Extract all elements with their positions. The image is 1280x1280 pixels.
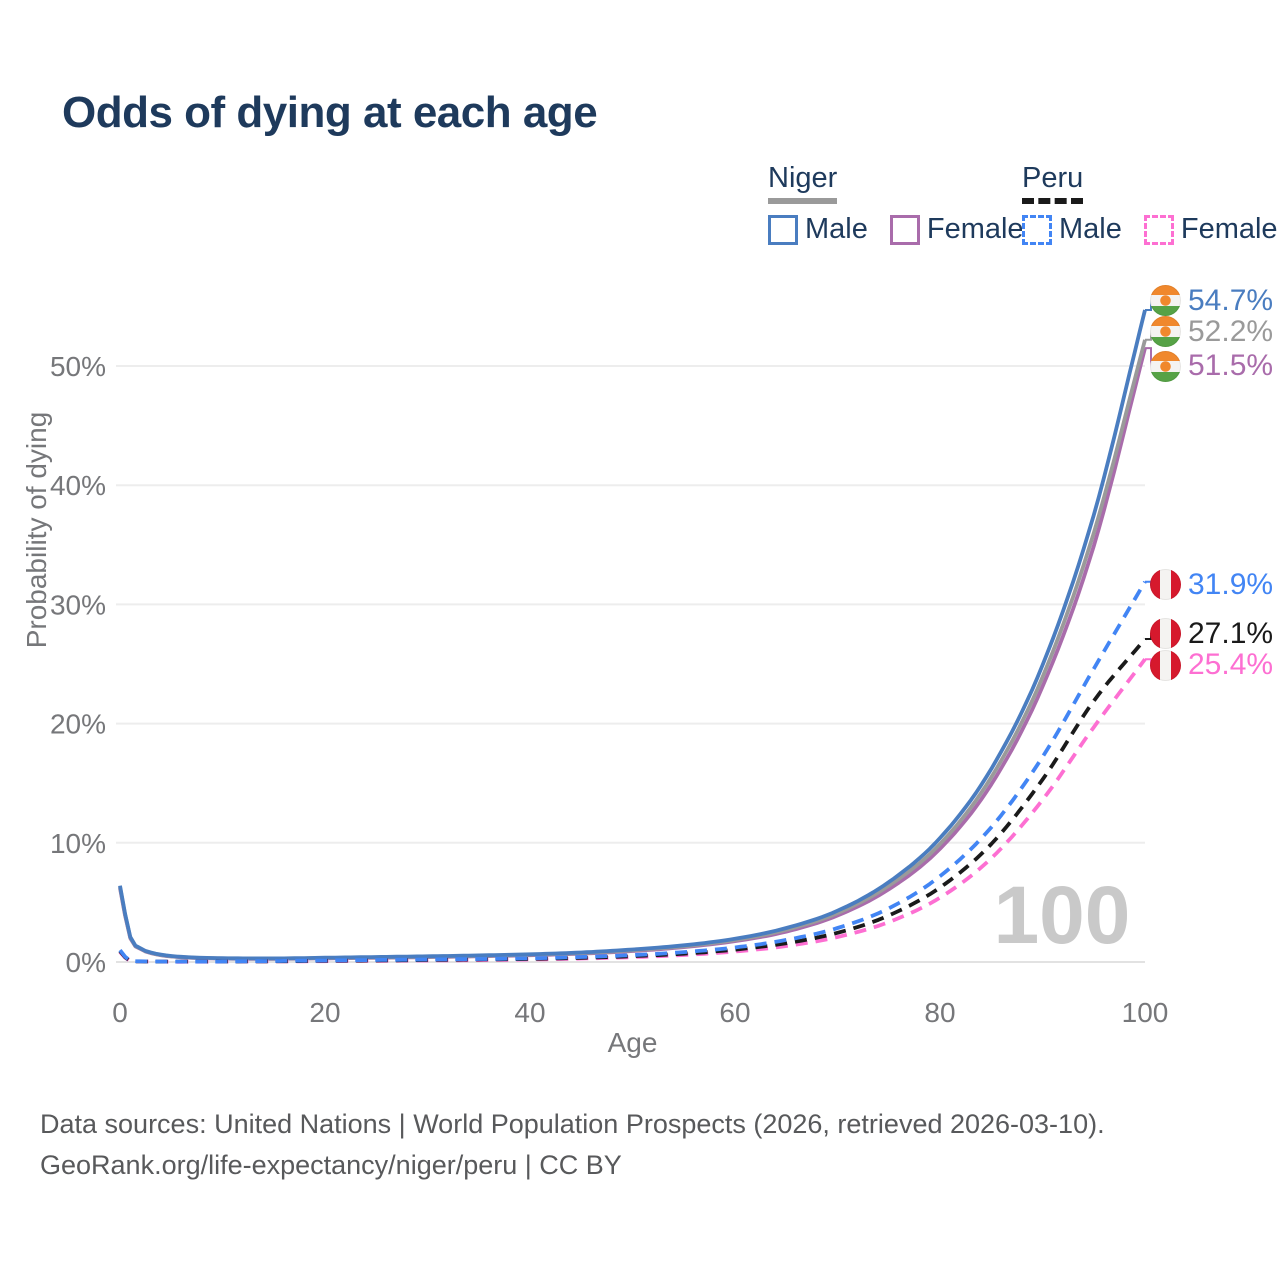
- end-label-peru-female: 25.4%: [1150, 648, 1274, 682]
- series-line-niger-both-sexes: [118, 339, 1147, 961]
- legend-item-niger-male[interactable]: Male: [768, 213, 868, 246]
- niger-flag-icon: [1150, 316, 1181, 348]
- data-sources-line: Data sources: United Nations | World Pop…: [40, 1109, 1105, 1139]
- niger-male-swatch-icon: [768, 214, 798, 245]
- x-tick-100: 100: [1122, 997, 1169, 1028]
- peru-flag-icon: [1150, 569, 1181, 601]
- x-tick-0: 0: [112, 997, 128, 1028]
- legend-item-niger-female[interactable]: Female: [889, 213, 1024, 246]
- y-tick-40%: 40%: [50, 470, 106, 501]
- niger-female-swatch-icon: [889, 214, 920, 245]
- end-label-niger-both-sexes: 52.2%: [1150, 314, 1274, 348]
- legend-label-peru-male: Male: [1059, 213, 1122, 245]
- legend-row-peru: Male Female: [1022, 213, 1278, 246]
- end-value-niger-male: 54.7%: [1188, 283, 1274, 317]
- attribution-line: GeoRank.org/life-expectancy/niger/peru |…: [40, 1150, 622, 1180]
- series-line-peru-both-sexes: [118, 637, 1147, 964]
- x-axis-title: Age: [608, 1027, 658, 1058]
- legend-label-niger-male: Male: [805, 213, 868, 245]
- legend-item-peru-female[interactable]: Female: [1143, 213, 1278, 246]
- footer: Data sources: United Nations | World Pop…: [40, 1104, 1105, 1186]
- end-value-niger-female: 51.5%: [1188, 349, 1274, 383]
- end-value-niger-both-sexes: 52.2%: [1188, 314, 1274, 348]
- legend-row-niger: Male Female: [768, 213, 1024, 246]
- end-label-niger-female: 51.5%: [1150, 349, 1274, 383]
- legend-label-peru-female: Female: [1180, 213, 1278, 245]
- peru-female-swatch-icon: [1143, 214, 1174, 245]
- peru-flag-icon: [1150, 649, 1181, 681]
- niger-flag-icon: [1150, 350, 1181, 382]
- legend-country-peru[interactable]: Peru: [1022, 162, 1278, 204]
- y-tick-10%: 10%: [50, 828, 106, 859]
- y-tick-0%: 0%: [66, 947, 106, 978]
- legend-country-niger-label[interactable]: Niger: [768, 162, 838, 204]
- legend-group-peru: Peru Male Female: [1022, 162, 1278, 246]
- x-tick-60: 60: [719, 997, 750, 1028]
- age-watermark: 100: [994, 870, 1131, 961]
- x-tick-80: 80: [924, 997, 955, 1028]
- end-label-peru-both-sexes: 27.1%: [1150, 616, 1274, 650]
- end-value-peru-female: 25.4%: [1188, 648, 1274, 682]
- end-value-peru-male: 31.9%: [1188, 567, 1274, 601]
- y-tick-30%: 30%: [50, 589, 106, 620]
- end-label-niger-male: 54.7%: [1150, 283, 1274, 317]
- legend-country-peru-label[interactable]: Peru: [1022, 162, 1084, 204]
- y-tick-50%: 50%: [50, 351, 106, 382]
- x-tick-40: 40: [514, 997, 545, 1028]
- y-axis-title: Probability of dying: [21, 412, 52, 649]
- legend-item-peru-male[interactable]: Male: [1022, 213, 1122, 246]
- series-line-niger-female: [118, 347, 1147, 961]
- series-line-niger-male: [118, 309, 1147, 961]
- page-title: Odds of dying at each age: [62, 88, 598, 137]
- legend-group-niger: Niger Male Female: [768, 162, 1024, 246]
- y-tick-20%: 20%: [50, 709, 106, 740]
- peru-male-swatch-icon: [1022, 214, 1052, 245]
- legend-country-niger[interactable]: Niger: [768, 162, 1024, 204]
- peru-flag-icon: [1150, 618, 1181, 650]
- series-line-peru-female: [118, 658, 1147, 964]
- niger-flag-icon: [1150, 285, 1181, 317]
- end-label-peru-male: 31.9%: [1150, 567, 1274, 601]
- legend-label-niger-female: Female: [926, 213, 1024, 245]
- series-line-peru-male: [118, 580, 1147, 964]
- end-value-peru-both-sexes: 27.1%: [1188, 616, 1274, 650]
- x-tick-20: 20: [309, 997, 340, 1028]
